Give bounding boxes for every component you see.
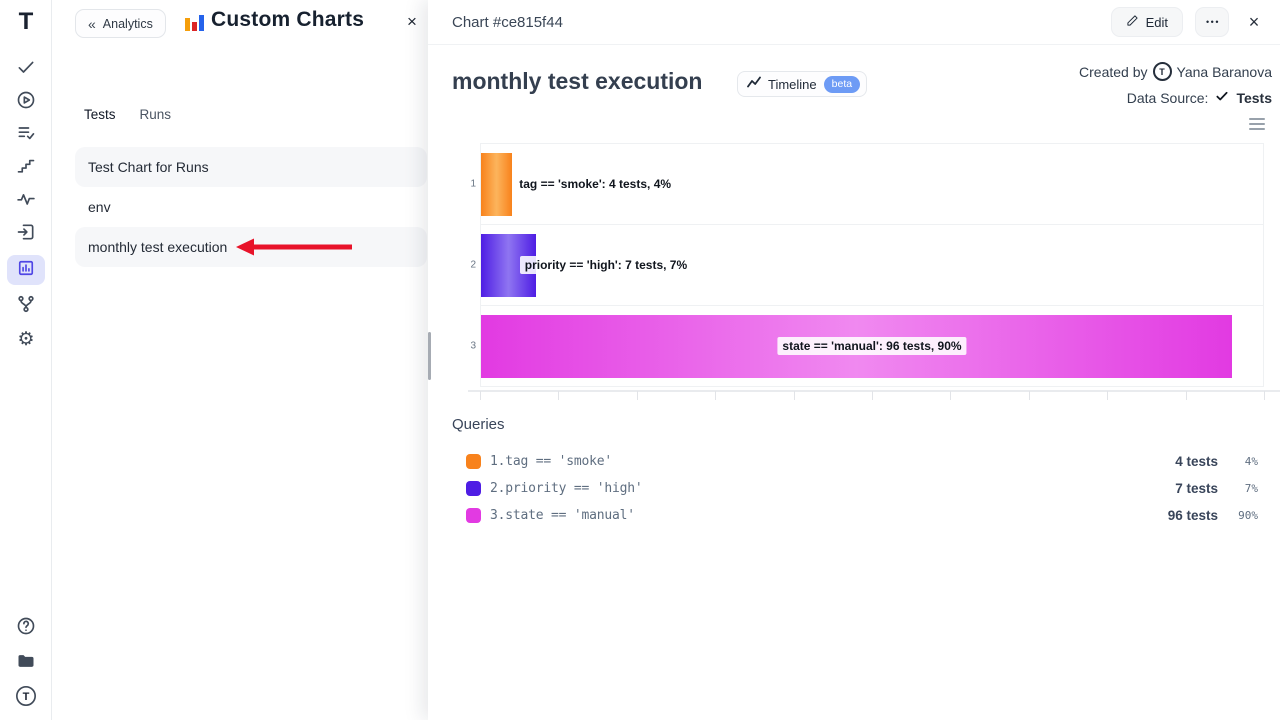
folder-icon (16, 651, 36, 676)
query-color-swatch (466, 454, 481, 469)
chart-row: 1 tag == 'smoke': 4 tests, 4% (470, 143, 1264, 225)
list-item-env[interactable]: env (88, 199, 111, 215)
help-button[interactable] (8, 616, 44, 640)
query-percent: 4% (1244, 455, 1258, 468)
sidebar-item-plans[interactable] (8, 123, 44, 147)
data-source-value: Tests (1236, 89, 1272, 106)
list-item-test-chart-for-runs[interactable]: Test Chart for Runs (75, 147, 427, 187)
back-button-label: Analytics (102, 16, 153, 31)
query-color-swatch (466, 508, 481, 523)
account-button[interactable]: T (8, 685, 44, 712)
gear-icon: ⚙ (17, 328, 35, 350)
query-row: 1.tag == 'smoke' 4 tests 4% (452, 448, 1258, 475)
query-text: 1.tag == 'smoke' (490, 454, 613, 469)
drawer-close-button[interactable]: × (1248, 11, 1260, 32)
ellipsis-icon: ••• (1206, 17, 1220, 27)
chart-row: 2 priority == 'high': 7 tests, 7% (470, 224, 1264, 306)
svg-text:T: T (23, 691, 30, 703)
pencil-icon (1126, 14, 1139, 30)
bar-label: state == 'manual': 96 tests, 90% (777, 337, 967, 355)
activity-icon (16, 189, 36, 214)
query-tests-count: 96 tests (1167, 508, 1218, 523)
scrollbar-thumb[interactable] (428, 332, 431, 380)
x-axis-line (468, 390, 1280, 392)
list-item-monthly-test-execution[interactable]: monthly test execution (75, 227, 427, 267)
chart-list: Test Chart for Runs env monthly test exe… (75, 147, 427, 267)
panel-close-button[interactable]: × (407, 12, 417, 31)
custom-charts-panel: « Analytics Custom Charts × Tests Runs T… (52, 0, 428, 720)
query-percent: 90% (1238, 509, 1258, 522)
tab-runs[interactable]: Runs (139, 107, 172, 122)
rail-nav: ⚙ (0, 57, 52, 351)
row-number: 3 (470, 340, 476, 352)
chart-menu-icon[interactable] (1249, 118, 1265, 130)
queries-list: 1.tag == 'smoke' 4 tests 4% 2.priority =… (452, 448, 1258, 529)
bar-label: tag == 'smoke': 4 tests, 4% (514, 175, 677, 193)
edit-button-label: Edit (1145, 14, 1168, 30)
tab-tests[interactable]: Tests (84, 107, 116, 122)
steps-icon (16, 156, 36, 181)
beta-badge: beta (823, 75, 861, 93)
app-logo[interactable]: T (18, 8, 34, 35)
logo-circle-icon: T (15, 685, 37, 712)
sidebar-item-tests[interactable] (8, 57, 44, 81)
edit-button[interactable]: Edit (1110, 7, 1183, 37)
panel-tabs: Tests Runs (84, 107, 171, 122)
projects-button[interactable] (8, 651, 44, 675)
query-row: 3.state == 'manual' 96 tests 90% (452, 502, 1258, 529)
query-color-swatch (466, 481, 481, 496)
icon-rail: T ⚙ (0, 0, 52, 720)
rail-bottom: T (0, 616, 52, 710)
play-circle-icon (16, 90, 36, 115)
bar-segment[interactable] (481, 153, 513, 216)
queries-title: Queries (452, 416, 505, 433)
back-to-analytics-button[interactable]: « Analytics (75, 9, 166, 38)
branch-icon (16, 294, 36, 319)
trend-line-icon (747, 75, 761, 93)
sidebar-item-milestones[interactable] (8, 156, 44, 180)
chart-type-pill[interactable]: Timeline beta (737, 71, 868, 97)
custom-charts-icon (183, 11, 206, 34)
chart-row: 3 state == 'manual': 96 tests, 90% (470, 305, 1264, 387)
data-source-row: Data Source: Tests (1127, 89, 1272, 106)
sidebar-item-imports[interactable] (8, 222, 44, 246)
sidebar-item-analytics[interactable] (7, 255, 45, 285)
import-icon (16, 222, 36, 247)
panel-title: Custom Charts (211, 8, 365, 31)
created-by-label: Created by (1079, 63, 1148, 80)
query-row: 2.priority == 'high' 7 tests 7% (452, 475, 1258, 502)
data-source-label: Data Source: (1126, 89, 1209, 106)
author-avatar: T (1152, 62, 1172, 81)
check-icon (1215, 89, 1229, 106)
query-text: 2.priority == 'high' (490, 481, 643, 496)
query-percent: 7% (1244, 482, 1258, 495)
row-number: 2 (470, 259, 476, 271)
bar-chart-icon (16, 258, 36, 283)
more-options-button[interactable]: ••• (1195, 7, 1229, 37)
sidebar-item-settings[interactable]: ⚙ (8, 327, 44, 351)
check-icon (16, 57, 36, 82)
author-name: Yana Baranova (1176, 63, 1272, 80)
query-tests-count: 4 tests (1175, 454, 1218, 469)
drawer-title: Chart #ce815f44 (452, 13, 563, 31)
chevrons-left-icon: « (88, 15, 96, 32)
bar-label: priority == 'high': 7 tests, 7% (519, 256, 693, 274)
question-circle-icon (16, 616, 36, 641)
chart-type-label: Timeline (768, 76, 817, 92)
sidebar-item-branches[interactable] (8, 294, 44, 318)
list-check-icon (16, 123, 36, 148)
chart-detail-drawer: Chart #ce815f44 Edit ••• × monthly test … (428, 0, 1280, 720)
query-text: 3.state == 'manual' (490, 508, 635, 523)
row-number: 1 (470, 178, 476, 190)
sidebar-item-pulse[interactable] (8, 189, 44, 213)
created-by-row: Created by T Yana Baranova (1079, 62, 1272, 81)
bar-chart: 1 tag == 'smoke': 4 tests, 4% 2 priority… (470, 143, 1264, 387)
sidebar-item-runs[interactable] (8, 90, 44, 114)
queries-section: Queries 1.tag == 'smoke' 4 tests 4% 2.pr… (452, 416, 1258, 529)
drawer-header: Chart #ce815f44 Edit ••• × (428, 0, 1280, 45)
x-axis-ticks (480, 391, 1265, 401)
query-tests-count: 7 tests (1175, 481, 1218, 496)
chart-title: monthly test execution (452, 68, 703, 94)
